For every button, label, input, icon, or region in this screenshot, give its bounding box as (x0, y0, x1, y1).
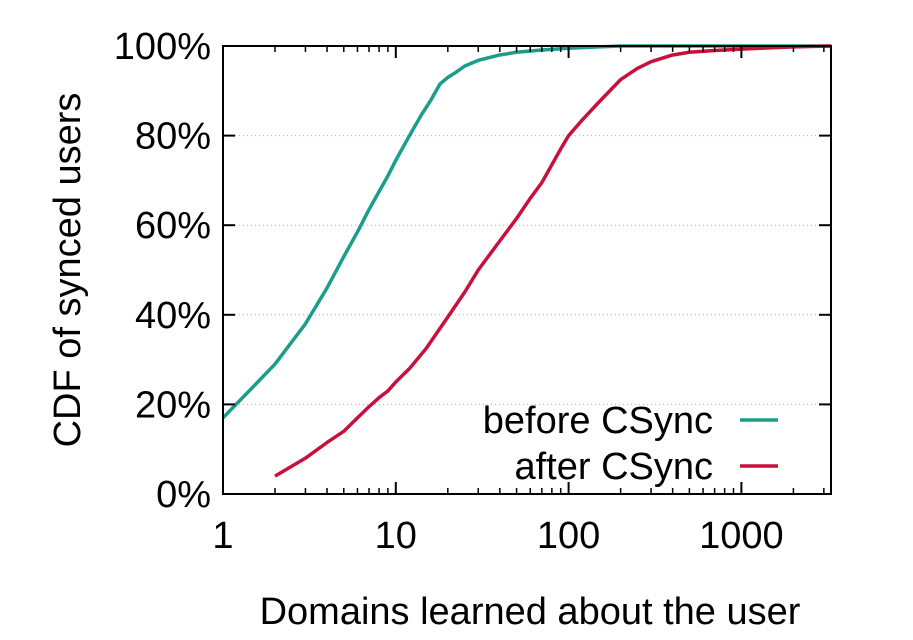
y-tick-label-5: 100% (114, 26, 211, 68)
y-tick-label-3: 60% (135, 205, 211, 247)
series-line-1 (274, 44, 832, 478)
x-tick-label-0: 1 (212, 515, 233, 557)
x-tick-label-1: 10 (375, 515, 417, 557)
series-lines (221, 44, 832, 478)
y-tick-label-1: 20% (135, 384, 211, 426)
y-tick-label-4: 80% (135, 116, 211, 158)
legend-label-0: before CSync (483, 400, 713, 442)
y-tick-label-0: 0% (156, 474, 211, 516)
plot-area-frame (222, 45, 832, 495)
x-tick-label-2: 100 (537, 515, 600, 557)
legend-label-1: after CSync (514, 446, 713, 488)
y-axis-title: CDF of synced users (47, 93, 89, 448)
grid-lines (223, 135, 831, 405)
x-axis-title: Domains learned about the user (260, 591, 801, 633)
y-tick-label-2: 40% (135, 295, 211, 337)
x-axis: 1 10 100 1000 (212, 46, 825, 557)
x-tick-label-3: 1000 (699, 515, 784, 557)
series-line-0 (221, 44, 831, 420)
y-axis: 0% 20% 40% 60% 80% 100% (114, 26, 831, 516)
